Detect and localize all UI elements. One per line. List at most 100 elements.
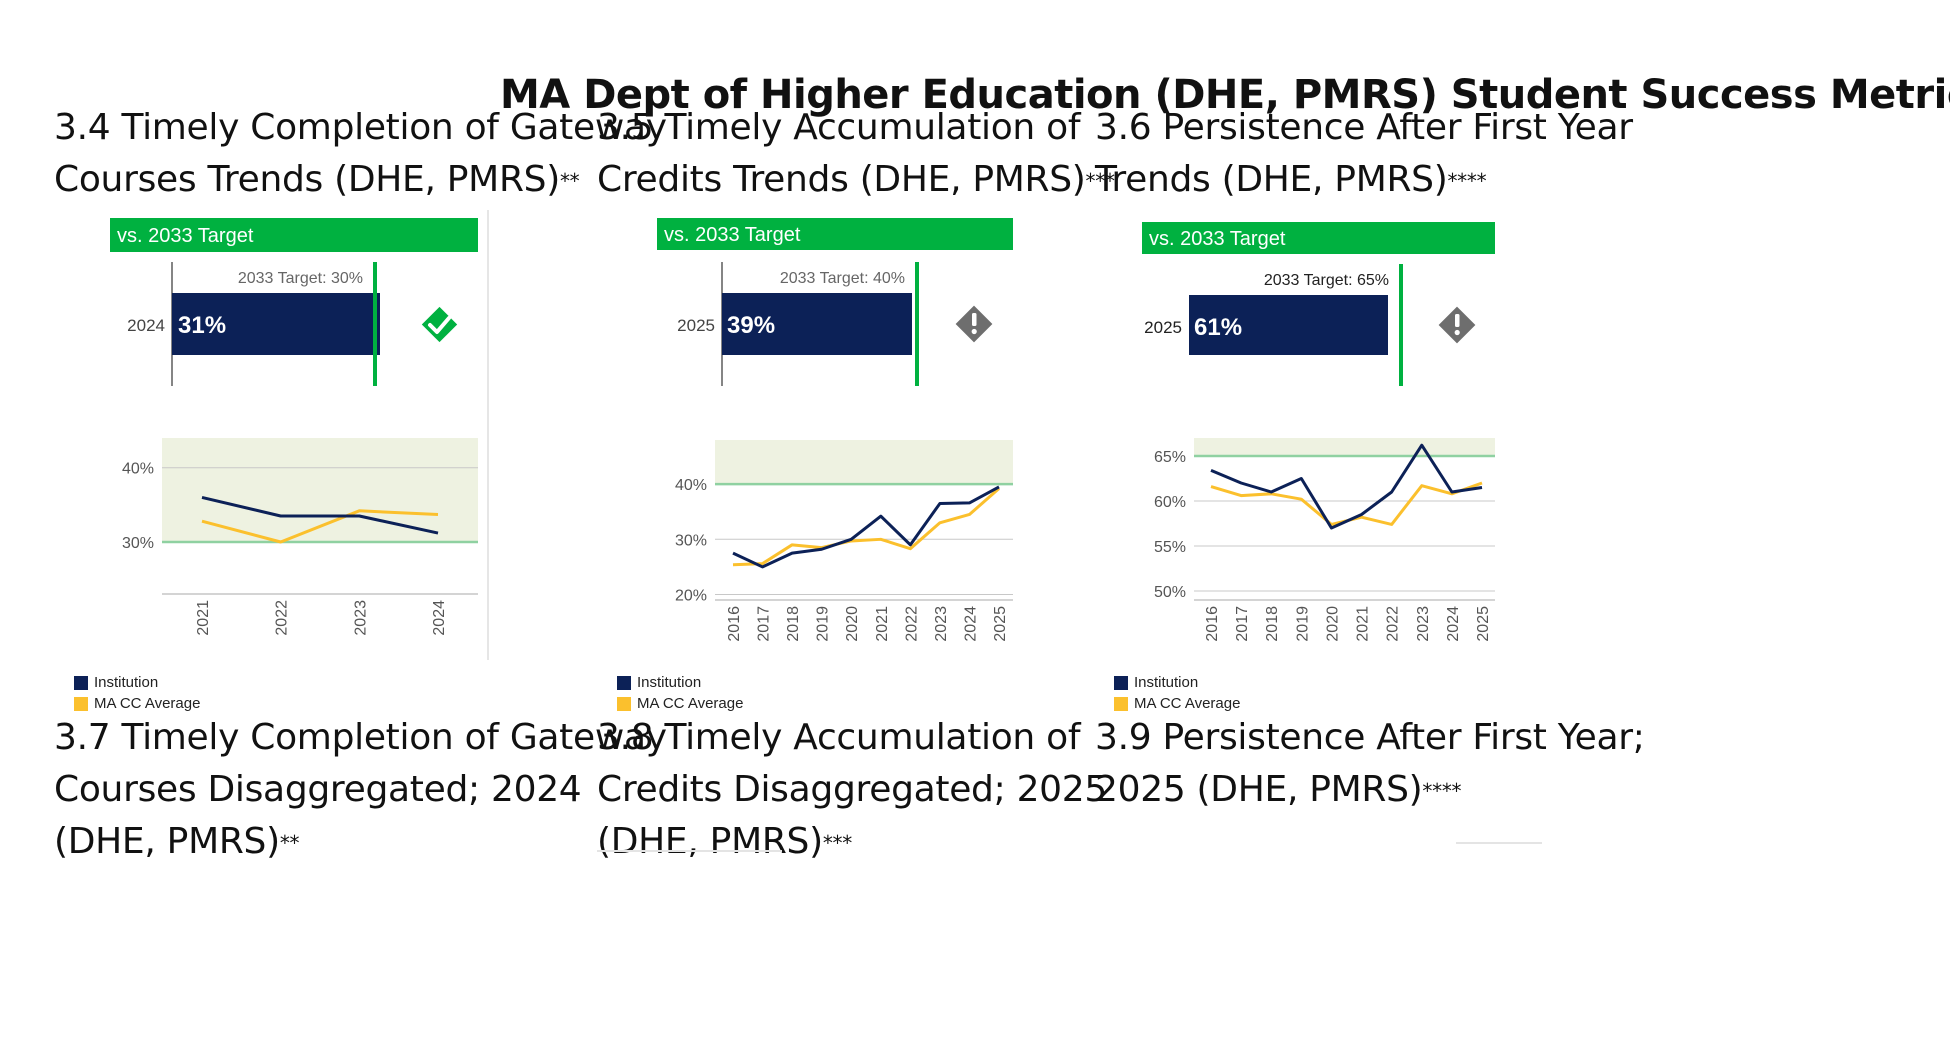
section-title-line: 3.6 Persistence After First Year [1095,107,1633,148]
x-tick-label: 2016 [726,606,743,642]
chart-legend: Institution MA CC Average [617,672,743,714]
target-label: 2033 Target: 65% [1264,272,1389,289]
section-title-3-5: 3.5 Timely Accumulation of Credits Trend… [597,102,1115,207]
x-tick-label: 2023 [352,600,369,636]
section-title-line: Credits Disaggregated; 2025 [597,769,1107,810]
x-tick-label: 2019 [1294,606,1311,642]
average-series-line [732,487,1000,567]
institution-bar [1189,295,1388,355]
section-title-line: 3.9 Persistence After First Year; [1095,717,1645,758]
section-title-3-6: 3.6 Persistence After First Year Trends … [1095,102,1633,207]
x-tick-label: 2017 [756,606,773,642]
x-tick-label: 2017 [1234,606,1251,642]
section-title-line: Courses Disaggregated; 2024 [54,769,582,810]
average-series-line [201,509,439,544]
footnote-stars: ** [559,169,580,193]
footnote-stars: *** [822,831,852,855]
x-tick-label: 2019 [815,606,832,642]
section-title-line: (DHE, PMRS)** [54,821,300,862]
section-title-line: Credits Trends (DHE, PMRS)*** [597,159,1115,200]
y-tick-label: 60% [1154,494,1186,511]
x-tick-label: 2020 [844,606,861,642]
section-title-3-9: 3.9 Persistence After First Year; 2025 (… [1095,712,1645,817]
x-tick-label: 2024 [962,606,979,642]
x-tick-label: 2024 [431,600,448,636]
average-swatch [1114,696,1128,711]
x-tick-label: 2021 [874,606,891,642]
x-tick-label: 2022 [1385,606,1402,642]
average-series-line [1210,481,1483,526]
footnote-stars: **** [1422,779,1462,803]
target-label: 2033 Target: 40% [780,270,905,287]
target-label: 2033 Target: 30% [238,270,363,287]
target-header: vs. 2033 Target [110,218,478,252]
section-title-line: 3.5 Timely Accumulation of [597,107,1081,148]
section-title-line: Courses Trends (DHE, PMRS)** [54,159,580,200]
institution-series-line [1210,443,1483,530]
average-swatch [74,696,88,711]
target-bar-chart: 2033 Target: 65% 2025 61% [1144,264,1476,386]
section-title-3-4: 3.4 Timely Completion of Gateway Courses… [54,102,667,207]
bar-value-label: 39% [727,312,775,339]
footnote-stars: **** [1447,169,1487,193]
section-title-line: 3.4 Timely Completion of Gateway [54,107,667,148]
institution-swatch [74,675,88,690]
x-tick-label: 2025 [1475,606,1492,642]
section-title-line: Trends (DHE, PMRS)**** [1095,159,1487,200]
chart-legend: Institution MA CC Average [74,672,200,714]
x-tick-label: 2016 [1204,606,1221,642]
trend-line-chart: 30% 40% 2021 2022 2023 2024 [122,438,478,636]
section-title-line: 3.8 Timely Accumulation of [597,717,1081,758]
institution-series-line [201,495,439,535]
y-tick-label: 40% [122,461,154,478]
footnote-stars: ** [279,831,300,855]
warning-icon [955,305,993,343]
institution-bar [722,293,912,355]
panel-divider [487,210,489,660]
y-tick-label: 20% [675,587,707,604]
legend-institution: Institution [1134,674,1199,691]
section-title-3-7: 3.7 Timely Completion of Gateway Courses… [54,712,667,869]
y-tick-label: 30% [122,535,154,552]
x-tick-label: 2021 [1355,606,1372,642]
y-tick-label: 65% [1154,449,1186,466]
y-tick-label: 55% [1154,539,1186,556]
x-tick-label: 2023 [933,606,950,642]
x-tick-label: 2018 [785,606,802,642]
y-tick-label: 30% [675,532,707,549]
average-swatch [617,696,631,711]
bar-category-label: 2025 [1144,318,1182,337]
legend-institution: Institution [637,674,702,691]
institution-swatch [1114,675,1128,690]
x-tick-label: 2021 [195,600,212,636]
institution-series-line [732,485,1000,569]
target-bar-chart: 2033 Target: 40% 2025 39% [677,262,993,386]
x-tick-label: 2022 [274,600,291,636]
legend-average: MA CC Average [94,695,201,712]
section-title-line: 3.7 Timely Completion of Gateway [54,717,667,758]
x-tick-label: 2018 [1264,606,1281,642]
legend-average: MA CC Average [1134,695,1241,712]
bar-value-label: 61% [1194,314,1242,341]
institution-bar [172,293,380,355]
x-tick-label: 2025 [992,606,1009,642]
chart-legend: Institution MA CC Average [1114,672,1240,714]
panel-edge [597,850,782,852]
target-header: vs. 2033 Target [657,218,1013,250]
target-header: vs. 2033 Target [1142,222,1495,254]
bar-category-label: 2024 [127,316,165,335]
legend-average: MA CC Average [637,695,744,712]
x-tick-label: 2020 [1324,606,1341,642]
section-title-line: 2025 (DHE, PMRS)**** [1095,769,1462,810]
target-band [1194,438,1495,456]
trend-line-chart: 20% 30% 40% 2016 2017 2018 2019 2020 2021 2022 202… [675,440,1013,642]
panel-edge [1456,842,1542,844]
x-tick-label: 2023 [1415,606,1432,642]
page-title: MA Dept of Higher Education (DHE, PMRS) … [500,72,1950,118]
target-band [715,440,1013,485]
target-bar-chart: 2033 Target: 30% 2024 31% [127,262,458,386]
institution-swatch [617,675,631,690]
y-tick-label: 50% [1154,584,1186,601]
warning-icon [1438,306,1476,344]
legend-institution: Institution [94,674,159,691]
